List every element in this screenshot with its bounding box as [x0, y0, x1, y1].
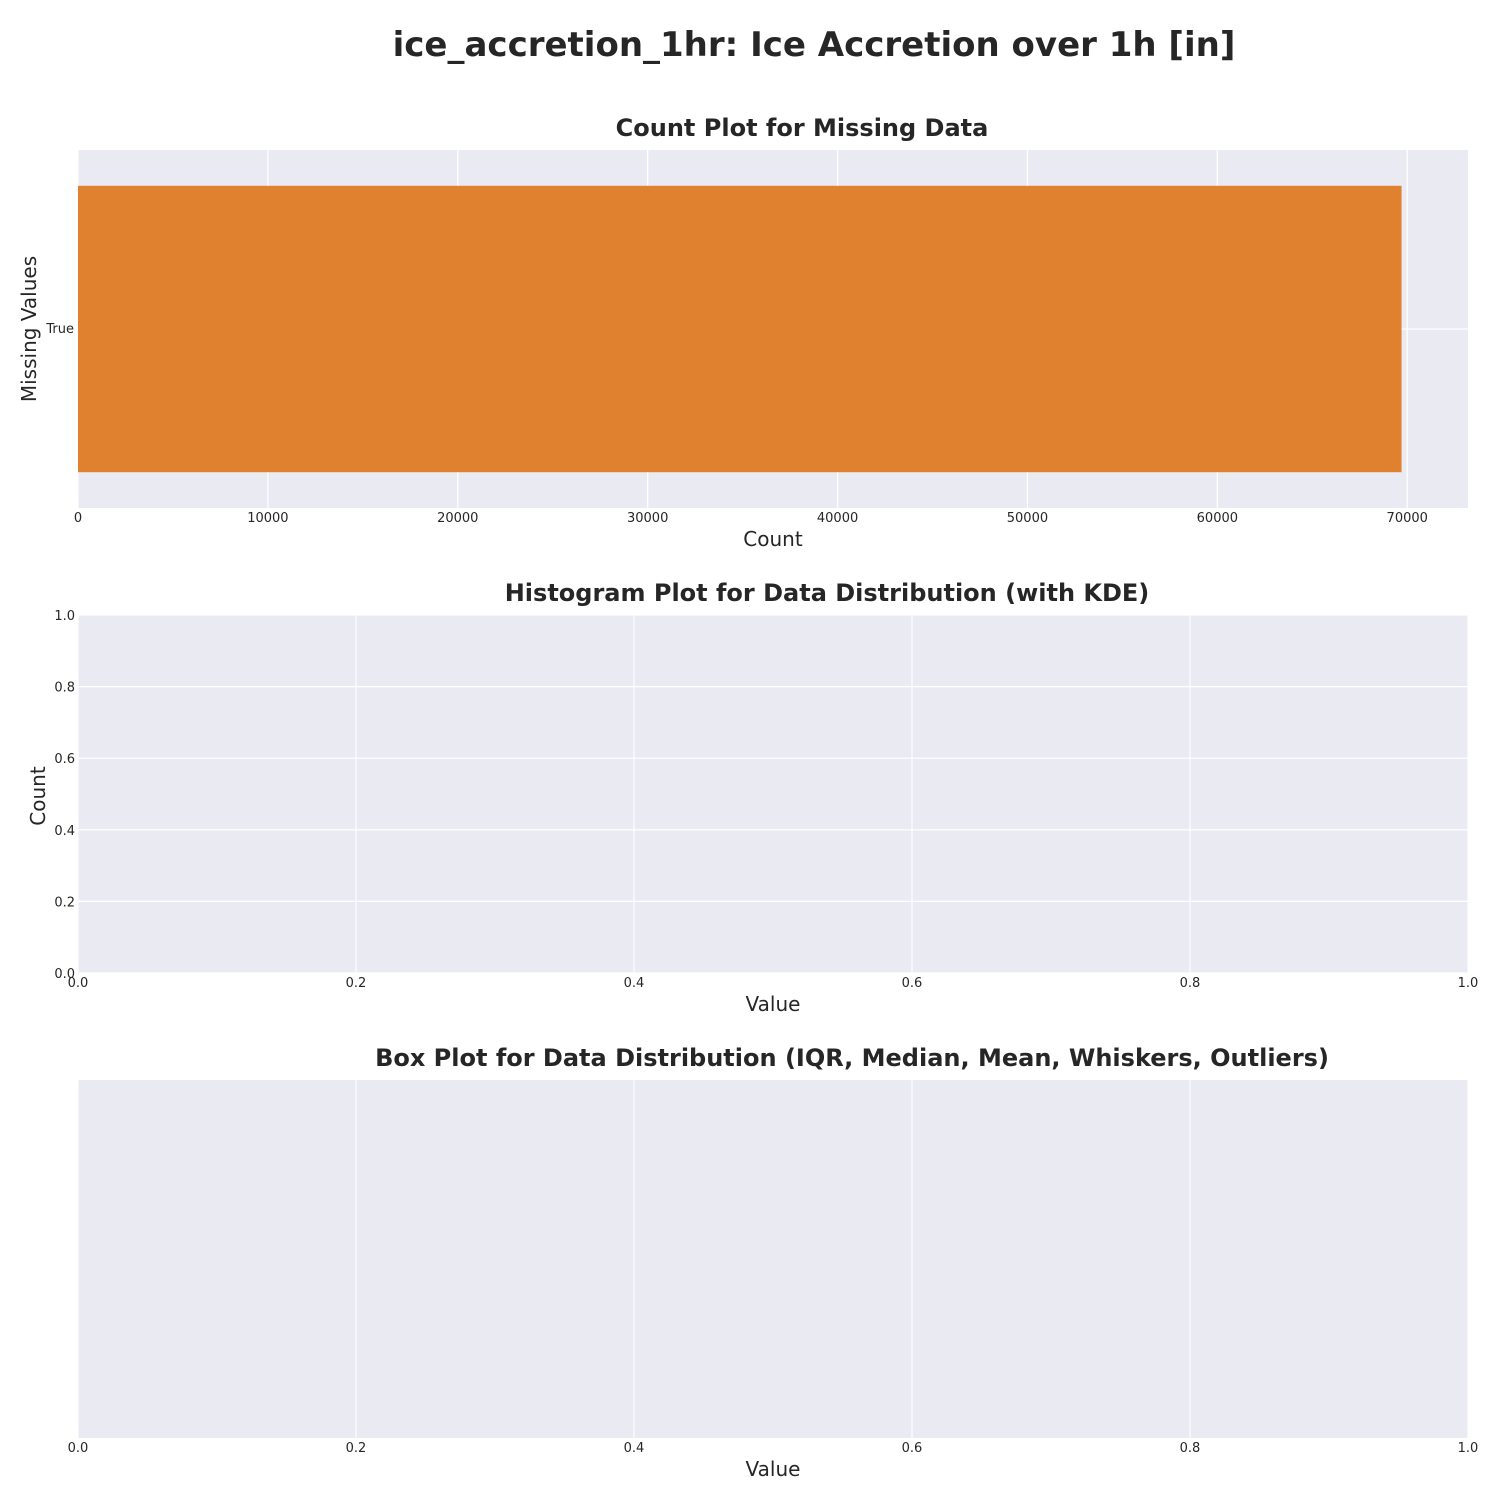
box-plot-x-tick-label: 0.8 — [1180, 1441, 1201, 1456]
count-bar-true — [78, 185, 1402, 473]
box-plot-x-label: Value — [746, 1457, 801, 1481]
count-plot-bars — [78, 185, 1402, 473]
figure-title: ice_accretion_1hr: Ice Accretion over 1h… — [393, 25, 1236, 65]
histogram-y-tick-label: 0.4 — [54, 824, 75, 839]
box-plot-x-tick-label: 0.4 — [624, 1441, 645, 1456]
count-plot-panel: Count Plot for Missing Data 0 10000 20000 3… — [17, 114, 1468, 551]
count-plot-x-tick-label: 70000 — [1387, 511, 1428, 526]
count-plot-y-label: Missing Values — [17, 256, 41, 402]
box-plot-panel: Box Plot for Data Distribution (IQR, Med… — [68, 1044, 1479, 1481]
histogram-title: Histogram Plot for Data Distribution (wi… — [505, 579, 1150, 607]
count-plot-x-tick-label: 40000 — [817, 511, 858, 526]
box-plot-title: Box Plot for Data Distribution (IQR, Med… — [375, 1044, 1329, 1072]
count-plot-x-tick-label: 20000 — [437, 511, 478, 526]
count-plot-x-tick-label: 10000 — [247, 511, 288, 526]
box-plot-area — [78, 1080, 1468, 1438]
box-plot-x-tick-label: 0.0 — [68, 1441, 89, 1456]
count-plot-x-ticks: 0 10000 20000 30000 40000 50000 60000 70000 — [74, 511, 1428, 526]
histogram-gridlines — [77, 614, 1469, 974]
histogram-x-ticks: 0.0 0.2 0.4 0.6 0.8 1.0 — [68, 976, 1479, 991]
histogram-x-label: Value — [746, 992, 801, 1016]
box-plot-x-tick-label: 0.6 — [902, 1441, 923, 1456]
histogram-x-tick-label: 1.0 — [1458, 976, 1479, 991]
histogram-y-tick-label: 1.0 — [54, 609, 75, 624]
histogram-x-tick-label: 0.2 — [346, 976, 367, 991]
histogram-y-tick-label: 0.6 — [54, 752, 75, 767]
histogram-y-tick-label: 0.8 — [54, 681, 75, 696]
count-plot-x-tick-label: 50000 — [1007, 511, 1048, 526]
histogram-y-ticks: 0.0 0.2 0.4 0.6 0.8 1.0 — [54, 609, 75, 982]
count-plot-y-tick-label: True — [45, 322, 74, 337]
count-plot-x-tick-label: 0 — [74, 511, 82, 526]
box-plot-gridlines — [77, 1080, 1469, 1438]
box-plot-x-tick-label: 0.2 — [346, 1441, 367, 1456]
count-plot-x-label: Count — [743, 527, 803, 551]
histogram-panel: Histogram Plot for Data Distribution (wi… — [26, 579, 1478, 1016]
histogram-y-tick-label: 0.2 — [54, 895, 75, 910]
count-plot-x-tick-label: 30000 — [627, 511, 668, 526]
count-plot-y-ticks: True — [45, 322, 74, 337]
count-plot-title: Count Plot for Missing Data — [616, 114, 989, 142]
histogram-y-label: Count — [26, 766, 50, 826]
count-plot-x-tick-label: 60000 — [1197, 511, 1238, 526]
histogram-x-tick-label: 0.8 — [1180, 976, 1201, 991]
box-plot-x-tick-label: 1.0 — [1458, 1441, 1479, 1456]
histogram-x-tick-label: 0.6 — [902, 976, 923, 991]
histogram-y-tick-label: 0.0 — [54, 967, 75, 982]
histogram-x-tick-label: 0.0 — [68, 976, 89, 991]
histogram-plot-area — [78, 615, 1468, 973]
histogram-x-tick-label: 0.4 — [624, 976, 645, 991]
box-plot-x-ticks: 0.0 0.2 0.4 0.6 0.8 1.0 — [68, 1441, 1479, 1456]
